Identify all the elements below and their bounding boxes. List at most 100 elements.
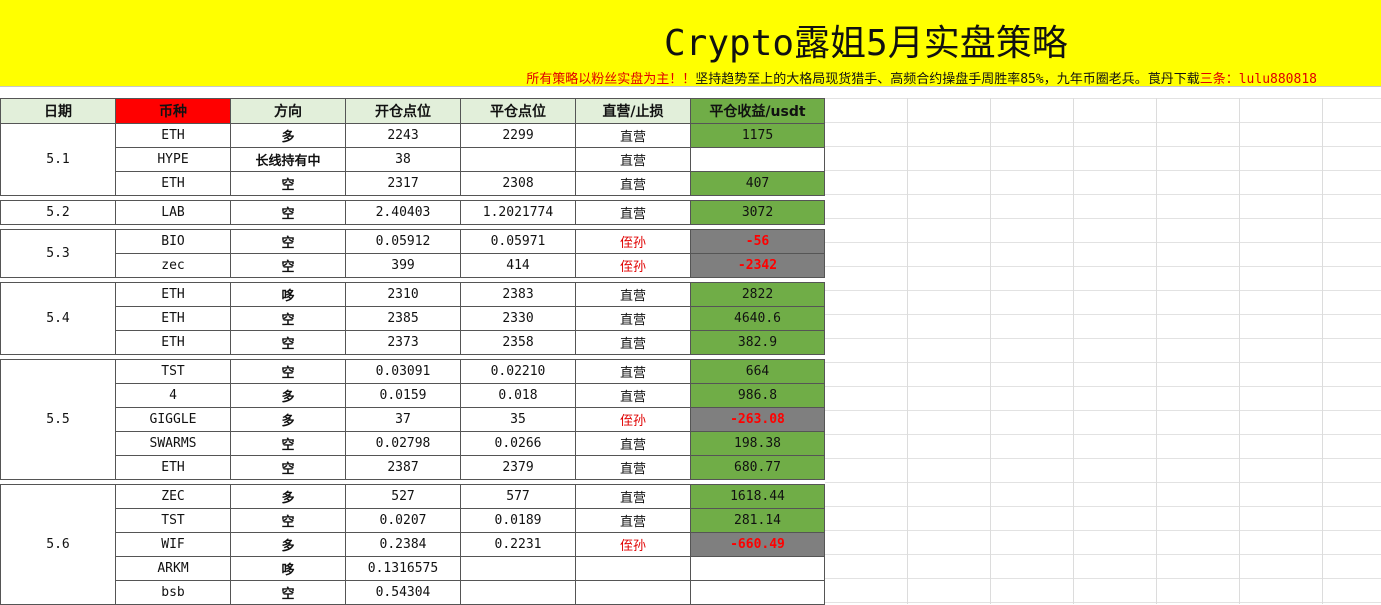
close-price-cell[interactable]: 0.2231	[460, 532, 576, 557]
direction-cell[interactable]: 空	[230, 253, 346, 278]
coin-cell[interactable]: TST	[115, 508, 231, 533]
profit-cell[interactable]: -263.08	[690, 407, 825, 432]
open-price-cell[interactable]: 0.2384	[345, 532, 461, 557]
profit-cell[interactable]: 407	[690, 171, 825, 196]
close-price-cell[interactable]: 0.018	[460, 383, 576, 408]
type-cell[interactable]: 直营	[575, 123, 691, 148]
col-header-close[interactable]: 平仓点位	[460, 98, 576, 124]
coin-cell[interactable]: HYPE	[115, 147, 231, 172]
direction-cell[interactable]: 哆	[230, 556, 346, 581]
direction-cell[interactable]: 长线持有中	[230, 147, 346, 172]
open-price-cell[interactable]: 2385	[345, 306, 461, 331]
date-cell[interactable]: 5.3	[0, 229, 116, 278]
direction-cell[interactable]: 多	[230, 484, 346, 509]
close-price-cell[interactable]: 2299	[460, 123, 576, 148]
coin-cell[interactable]: ETH	[115, 123, 231, 148]
profit-cell[interactable]: 2822	[690, 282, 825, 307]
profit-cell[interactable]: 198.38	[690, 431, 825, 456]
profit-cell[interactable]: 664	[690, 359, 825, 384]
profit-cell[interactable]: 1618.44	[690, 484, 825, 509]
close-price-cell[interactable]: 2358	[460, 330, 576, 355]
coin-cell[interactable]: ETH	[115, 282, 231, 307]
open-price-cell[interactable]: 2373	[345, 330, 461, 355]
type-cell[interactable]: 直营	[575, 282, 691, 307]
close-price-cell[interactable]	[460, 556, 576, 581]
type-cell[interactable]	[575, 580, 691, 605]
open-price-cell[interactable]: 0.54304	[345, 580, 461, 605]
direction-cell[interactable]: 多	[230, 123, 346, 148]
type-cell[interactable]	[575, 556, 691, 581]
close-price-cell[interactable]: 414	[460, 253, 576, 278]
type-cell[interactable]: 直营	[575, 306, 691, 331]
open-price-cell[interactable]: 0.03091	[345, 359, 461, 384]
type-cell[interactable]: 侄孙	[575, 229, 691, 254]
direction-cell[interactable]: 空	[230, 306, 346, 331]
profit-cell[interactable]: 281.14	[690, 508, 825, 533]
date-cell[interactable]: 5.5	[0, 359, 116, 480]
direction-cell[interactable]: 空	[230, 330, 346, 355]
open-price-cell[interactable]: 0.1316575	[345, 556, 461, 581]
direction-cell[interactable]: 空	[230, 229, 346, 254]
direction-cell[interactable]: 空	[230, 171, 346, 196]
col-header-profit[interactable]: 平仓收益/usdt	[690, 98, 825, 124]
profit-cell[interactable]: -2342	[690, 253, 825, 278]
open-price-cell[interactable]: 399	[345, 253, 461, 278]
type-cell[interactable]: 直营	[575, 383, 691, 408]
open-price-cell[interactable]: 2387	[345, 455, 461, 480]
open-price-cell[interactable]: 0.02798	[345, 431, 461, 456]
profit-cell[interactable]: 4640.6	[690, 306, 825, 331]
close-price-cell[interactable]: 1.2021774	[460, 200, 576, 225]
type-cell[interactable]: 直营	[575, 147, 691, 172]
type-cell[interactable]: 直营	[575, 431, 691, 456]
close-price-cell[interactable]: 2379	[460, 455, 576, 480]
close-price-cell[interactable]: 0.02210	[460, 359, 576, 384]
col-header-open[interactable]: 开仓点位	[345, 98, 461, 124]
direction-cell[interactable]: 多	[230, 383, 346, 408]
close-price-cell[interactable]: 0.05971	[460, 229, 576, 254]
direction-cell[interactable]: 空	[230, 431, 346, 456]
date-cell[interactable]: 5.2	[0, 200, 116, 225]
type-cell[interactable]: 直营	[575, 359, 691, 384]
direction-cell[interactable]: 空	[230, 455, 346, 480]
type-cell[interactable]: 直营	[575, 484, 691, 509]
direction-cell[interactable]: 空	[230, 508, 346, 533]
type-cell[interactable]: 直营	[575, 200, 691, 225]
type-cell[interactable]: 直营	[575, 171, 691, 196]
type-cell[interactable]: 直营	[575, 508, 691, 533]
direction-cell[interactable]: 多	[230, 407, 346, 432]
direction-cell[interactable]: 空	[230, 580, 346, 605]
profit-cell[interactable]: -660.49	[690, 532, 825, 557]
open-price-cell[interactable]: 2310	[345, 282, 461, 307]
col-header-type[interactable]: 直营/止损	[575, 98, 691, 124]
open-price-cell[interactable]: 0.0159	[345, 383, 461, 408]
profit-cell[interactable]: 382.9	[690, 330, 825, 355]
direction-cell[interactable]: 哆	[230, 282, 346, 307]
type-cell[interactable]: 直营	[575, 330, 691, 355]
coin-cell[interactable]: LAB	[115, 200, 231, 225]
profit-cell[interactable]: 3072	[690, 200, 825, 225]
close-price-cell[interactable]: 0.0189	[460, 508, 576, 533]
coin-cell[interactable]: BIO	[115, 229, 231, 254]
date-cell[interactable]: 5.6	[0, 484, 116, 605]
coin-cell[interactable]: ETH	[115, 455, 231, 480]
open-price-cell[interactable]: 0.0207	[345, 508, 461, 533]
direction-cell[interactable]: 多	[230, 532, 346, 557]
open-price-cell[interactable]: 2243	[345, 123, 461, 148]
close-price-cell[interactable]: 2308	[460, 171, 576, 196]
coin-cell[interactable]: WIF	[115, 532, 231, 557]
col-header-coin[interactable]: 币种	[115, 98, 231, 124]
profit-cell[interactable]	[690, 556, 825, 581]
open-price-cell[interactable]: 37	[345, 407, 461, 432]
type-cell[interactable]: 侄孙	[575, 532, 691, 557]
open-price-cell[interactable]: 527	[345, 484, 461, 509]
date-cell[interactable]: 5.4	[0, 282, 116, 355]
profit-cell[interactable]: -56	[690, 229, 825, 254]
coin-cell[interactable]: ZEC	[115, 484, 231, 509]
type-cell[interactable]: 直营	[575, 455, 691, 480]
coin-cell[interactable]: ETH	[115, 330, 231, 355]
type-cell[interactable]: 侄孙	[575, 407, 691, 432]
coin-cell[interactable]: ARKM	[115, 556, 231, 581]
profit-cell[interactable]: 986.8	[690, 383, 825, 408]
profit-cell[interactable]	[690, 147, 825, 172]
direction-cell[interactable]: 空	[230, 359, 346, 384]
